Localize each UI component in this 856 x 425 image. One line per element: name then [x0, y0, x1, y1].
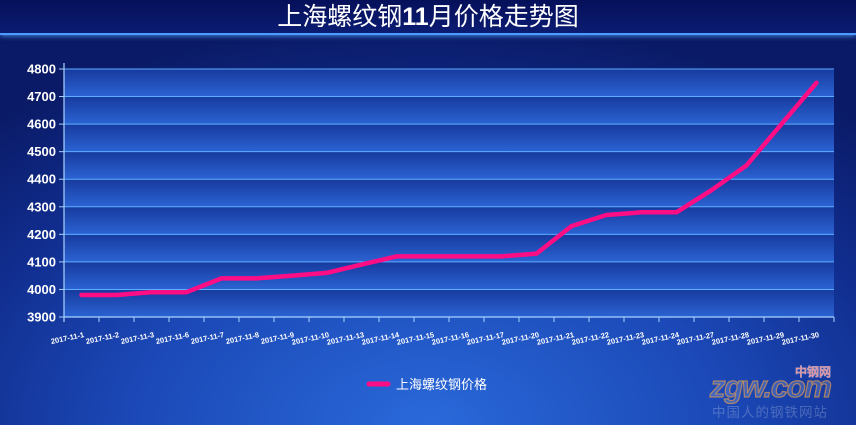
data-point — [744, 163, 749, 168]
data-point — [289, 273, 294, 278]
x-tick-label: 2017-11-9 — [260, 330, 295, 346]
plot-band — [64, 151, 834, 180]
x-tick-label: 2017-11-15 — [396, 330, 435, 347]
legend: 上海螺纹钢价格 — [366, 377, 487, 393]
y-tick-label: 4800 — [27, 62, 56, 77]
x-tick-label: 2017-11-3 — [120, 330, 155, 346]
y-tick-label: 4600 — [27, 117, 56, 132]
y-tick-label: 4200 — [27, 227, 56, 242]
data-point — [184, 290, 189, 295]
y-tick-label: 4300 — [27, 199, 56, 214]
data-point — [394, 254, 399, 259]
axes — [59, 63, 835, 322]
y-axis-labels: 3900 4000 4100 4200 4300 4400 4500 4600 4700 4800 — [27, 62, 56, 325]
plot-band — [64, 206, 834, 235]
logo-tagline: 中国人的钢铁网站 — [712, 405, 828, 421]
x-tick-label: 2017-11-22 — [571, 330, 610, 347]
data-point — [359, 262, 364, 267]
plot-area — [64, 69, 834, 317]
data-point — [674, 210, 679, 215]
logo-text: zgw.com — [709, 369, 832, 404]
legend-label: 上海螺纹钢价格 — [396, 377, 487, 393]
data-point — [709, 188, 714, 193]
chart-title: 上海螺纹钢11月价格走势图 — [277, 2, 579, 31]
y-tick-label: 4500 — [27, 144, 56, 159]
data-point — [79, 292, 84, 297]
x-tick-label: 2017-11-23 — [606, 330, 645, 347]
x-tick-label: 2017-11-17 — [466, 330, 505, 347]
x-tick-label: 2017-11-29 — [746, 330, 785, 347]
series-line — [79, 80, 819, 298]
x-tick-label: 2017-11-16 — [431, 330, 470, 347]
x-tick-label: 2017-11-13 — [326, 330, 365, 347]
plot-band — [64, 96, 834, 125]
data-point — [219, 276, 224, 281]
x-tick-label: 2017-11-6 — [155, 330, 190, 346]
data-point — [114, 292, 119, 297]
data-point — [534, 251, 539, 256]
y-tick-label: 4700 — [27, 89, 56, 104]
x-tick-label: 2017-11-8 — [225, 330, 260, 346]
y-tick-label: 4100 — [27, 254, 56, 269]
x-tick-label: 2017-11-28 — [711, 330, 750, 347]
data-point — [569, 224, 574, 229]
plot-band — [64, 69, 834, 97]
plot-band — [64, 124, 834, 152]
y-tick-label: 4000 — [27, 282, 56, 297]
x-tick-label: 2017-11-27 — [676, 330, 715, 347]
plot-band — [64, 289, 834, 317]
data-point — [149, 290, 154, 295]
data-point — [254, 276, 259, 281]
series — [79, 80, 819, 298]
x-tick-label: 2017-11-21 — [536, 330, 575, 347]
x-tick-label: 2017-11-7 — [190, 330, 225, 346]
data-point — [499, 254, 504, 259]
x-tick-label: 2017-11-14 — [361, 330, 401, 347]
chart-header: 上海螺纹钢11月价格走势图 — [0, 0, 856, 35]
x-tick-label: 2017-11-30 — [781, 330, 820, 347]
logo-badge: 中钢网 — [795, 364, 831, 379]
data-point — [429, 254, 434, 259]
data-point — [814, 80, 819, 85]
y-tick-label: 3900 — [27, 310, 56, 325]
data-point — [464, 254, 469, 259]
plot-band — [64, 261, 834, 290]
watermark-logo: zgw.com 中钢网 中国人的钢铁网站 — [708, 364, 832, 421]
data-point — [604, 213, 609, 218]
x-tick-label: 2017-11-1 — [50, 330, 85, 346]
data-point — [639, 210, 644, 215]
y-tick-label: 4400 — [27, 172, 56, 187]
x-tick-label: 2017-11-20 — [501, 330, 540, 347]
data-point — [324, 270, 329, 275]
data-point — [779, 122, 784, 127]
x-tick-label: 2017-11-24 — [641, 330, 681, 347]
x-tick-label: 2017-11-10 — [291, 330, 330, 347]
x-tick-label: 2017-11-2 — [85, 330, 120, 346]
x-axis-labels: 2017-11-1 2017-11-2 2017-11-3 2017-11-6 2017… — [50, 330, 820, 347]
